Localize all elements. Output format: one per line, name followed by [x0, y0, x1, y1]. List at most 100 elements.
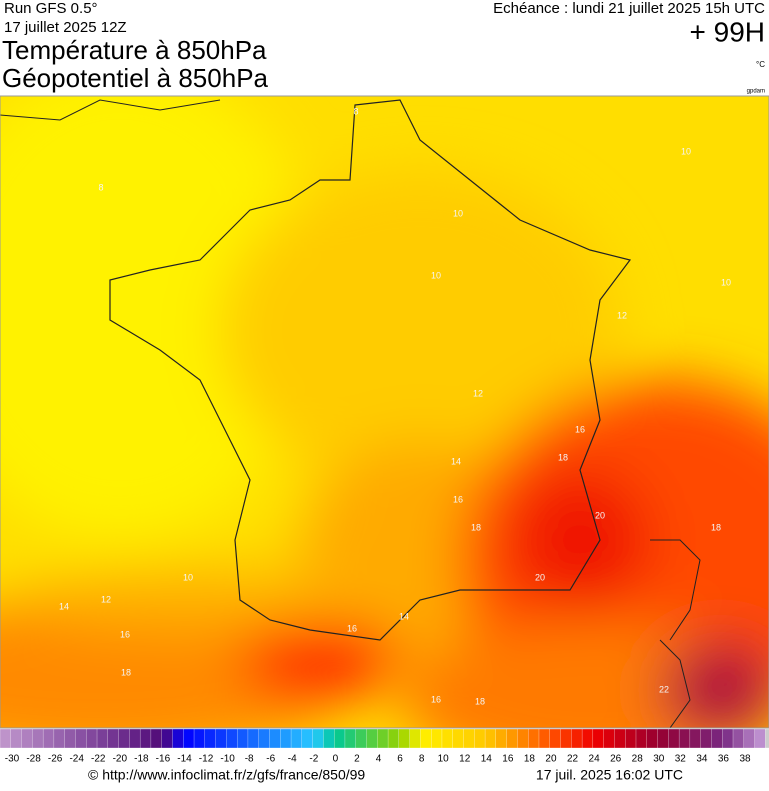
- colorbar-label: -16: [156, 754, 171, 765]
- colorbar-swatch: [193, 728, 206, 749]
- colorbar-swatch: [215, 728, 228, 749]
- colorbar-swatch: [635, 728, 648, 749]
- colorbar-swatch: [700, 728, 713, 749]
- colorbar-label: -20: [113, 754, 128, 765]
- contour-label: 8: [98, 182, 103, 192]
- timestamp: 17 juil. 2025 16:02 UTC: [536, 767, 683, 783]
- colorbar-swatch: [355, 728, 368, 749]
- colorbar-swatch: [290, 728, 303, 749]
- credit: gpdam: [747, 89, 765, 95]
- contour-label: 20: [535, 572, 545, 582]
- colorbar-swatch: [32, 728, 44, 749]
- contour-label: 10: [183, 572, 193, 582]
- colorbar-swatch: [236, 728, 249, 749]
- colorbar-label: 28: [632, 754, 644, 765]
- colorbar-swatch: [452, 728, 465, 749]
- contour-label: 18: [711, 522, 721, 532]
- colorbar-label: 10: [438, 754, 450, 765]
- colorbar-label: 34: [696, 754, 708, 765]
- subtitle: Géopotentiel à 850hPa: [2, 63, 269, 93]
- colorbar-label: -10: [220, 754, 235, 765]
- colorbar-swatch: [204, 728, 217, 749]
- contour-label: 10: [721, 277, 731, 287]
- colorbar-swatch: [657, 728, 669, 749]
- colorbar-swatch: [765, 728, 769, 749]
- colorbar-swatch: [312, 728, 325, 749]
- colorbar-swatch: [334, 728, 346, 749]
- colorbar-swatch: [646, 728, 659, 749]
- colorbar-swatch: [96, 728, 109, 749]
- colorbar-swatch: [107, 728, 120, 749]
- run-date: 17 juillet 2025 12Z: [4, 19, 127, 36]
- colorbar-label: 8: [419, 754, 425, 765]
- colorbar-swatch: [754, 728, 766, 749]
- colorbar-swatch: [463, 728, 475, 749]
- coastline: [0, 99, 221, 121]
- contour-label: 18: [558, 452, 568, 462]
- map-frame: [0, 95, 769, 729]
- colorbar-swatch: [10, 728, 23, 749]
- colorbar-swatch: [517, 728, 529, 749]
- colorbar-label: 36: [718, 754, 730, 765]
- colorbar-swatch: [571, 728, 583, 749]
- colorbar-label: 24: [589, 754, 601, 765]
- colorbar-swatch: [722, 728, 734, 749]
- colorbar-swatch: [183, 728, 195, 749]
- source-url: © http://www.infoclimat.fr/z/gfs/france/…: [88, 767, 365, 783]
- colorbar-label: 6: [397, 754, 403, 765]
- contour-label: 8: [353, 106, 358, 116]
- contour-label: 14: [451, 456, 461, 466]
- colorbar-label: -28: [26, 754, 41, 765]
- colorbar-label: -4: [288, 754, 297, 765]
- colorbar-swatch: [0, 728, 12, 749]
- colorbar-swatch: [474, 728, 486, 749]
- colorbar-swatch: [301, 728, 314, 749]
- colorbar-label: -8: [245, 754, 254, 765]
- colorbar-label: -22: [91, 754, 106, 765]
- colorbar-swatch: [603, 728, 616, 749]
- colorbar-swatch: [387, 728, 400, 749]
- unit: °C: [756, 60, 765, 69]
- contour-label: 18: [121, 667, 131, 677]
- colorbar-label: 14: [481, 754, 493, 765]
- colorbar-swatch: [129, 728, 141, 749]
- colorbar-swatch: [495, 728, 508, 749]
- colorbar-swatch: [506, 728, 519, 749]
- contour-label: 10: [453, 208, 463, 218]
- colorbar-label: -6: [266, 754, 275, 765]
- colorbar-label: 38: [739, 754, 751, 765]
- temperature-field: 8 10 8 10 10 10 12 12 16 18 14 16 18 20 18 20 10 12 14 16 16…: [0, 96, 769, 728]
- colorbar-swatch: [366, 728, 378, 749]
- colorbar-swatch: [139, 728, 152, 749]
- colorbar-swatch: [280, 728, 292, 749]
- contour-label: 16: [347, 623, 357, 633]
- colorbar-swatch: [86, 728, 98, 749]
- contour-label: 16: [575, 424, 585, 434]
- coastline: [650, 539, 701, 641]
- contour-label: 12: [473, 388, 483, 398]
- contour-label: 22: [659, 684, 669, 694]
- colorbar-swatch: [689, 728, 702, 749]
- colorbar-label: -24: [69, 754, 84, 765]
- contour-labels: 8 10 8 10 10 10 12 12 16 18 14 16 18 20 18 20 10 12 14 16 16…: [59, 106, 731, 706]
- title: Température à 850hPa: [2, 35, 267, 65]
- colorbar-swatch: [398, 728, 411, 749]
- colorbar-swatch: [161, 728, 174, 749]
- colorbar-swatch: [118, 728, 131, 749]
- colorbar-swatch: [53, 728, 66, 749]
- colorbar-swatch: [42, 728, 55, 749]
- colorbar-label: 22: [567, 754, 579, 765]
- colorbar-swatch: [258, 728, 271, 749]
- colorbar-swatch: [377, 728, 389, 749]
- colorbar-label: 12: [459, 754, 471, 765]
- colorbar-swatch: [614, 728, 626, 749]
- colorbar-swatch: [172, 728, 184, 749]
- colorbar-label: 16: [502, 754, 514, 765]
- colorbar-swatch: [711, 728, 723, 749]
- colorbar-label: 0: [333, 754, 339, 765]
- colorbar-label: -14: [177, 754, 192, 765]
- contour-label: 14: [399, 611, 409, 621]
- colorbar-swatch: [581, 728, 594, 749]
- colorbar-label: 4: [376, 754, 382, 765]
- colorbar-swatch: [75, 728, 87, 749]
